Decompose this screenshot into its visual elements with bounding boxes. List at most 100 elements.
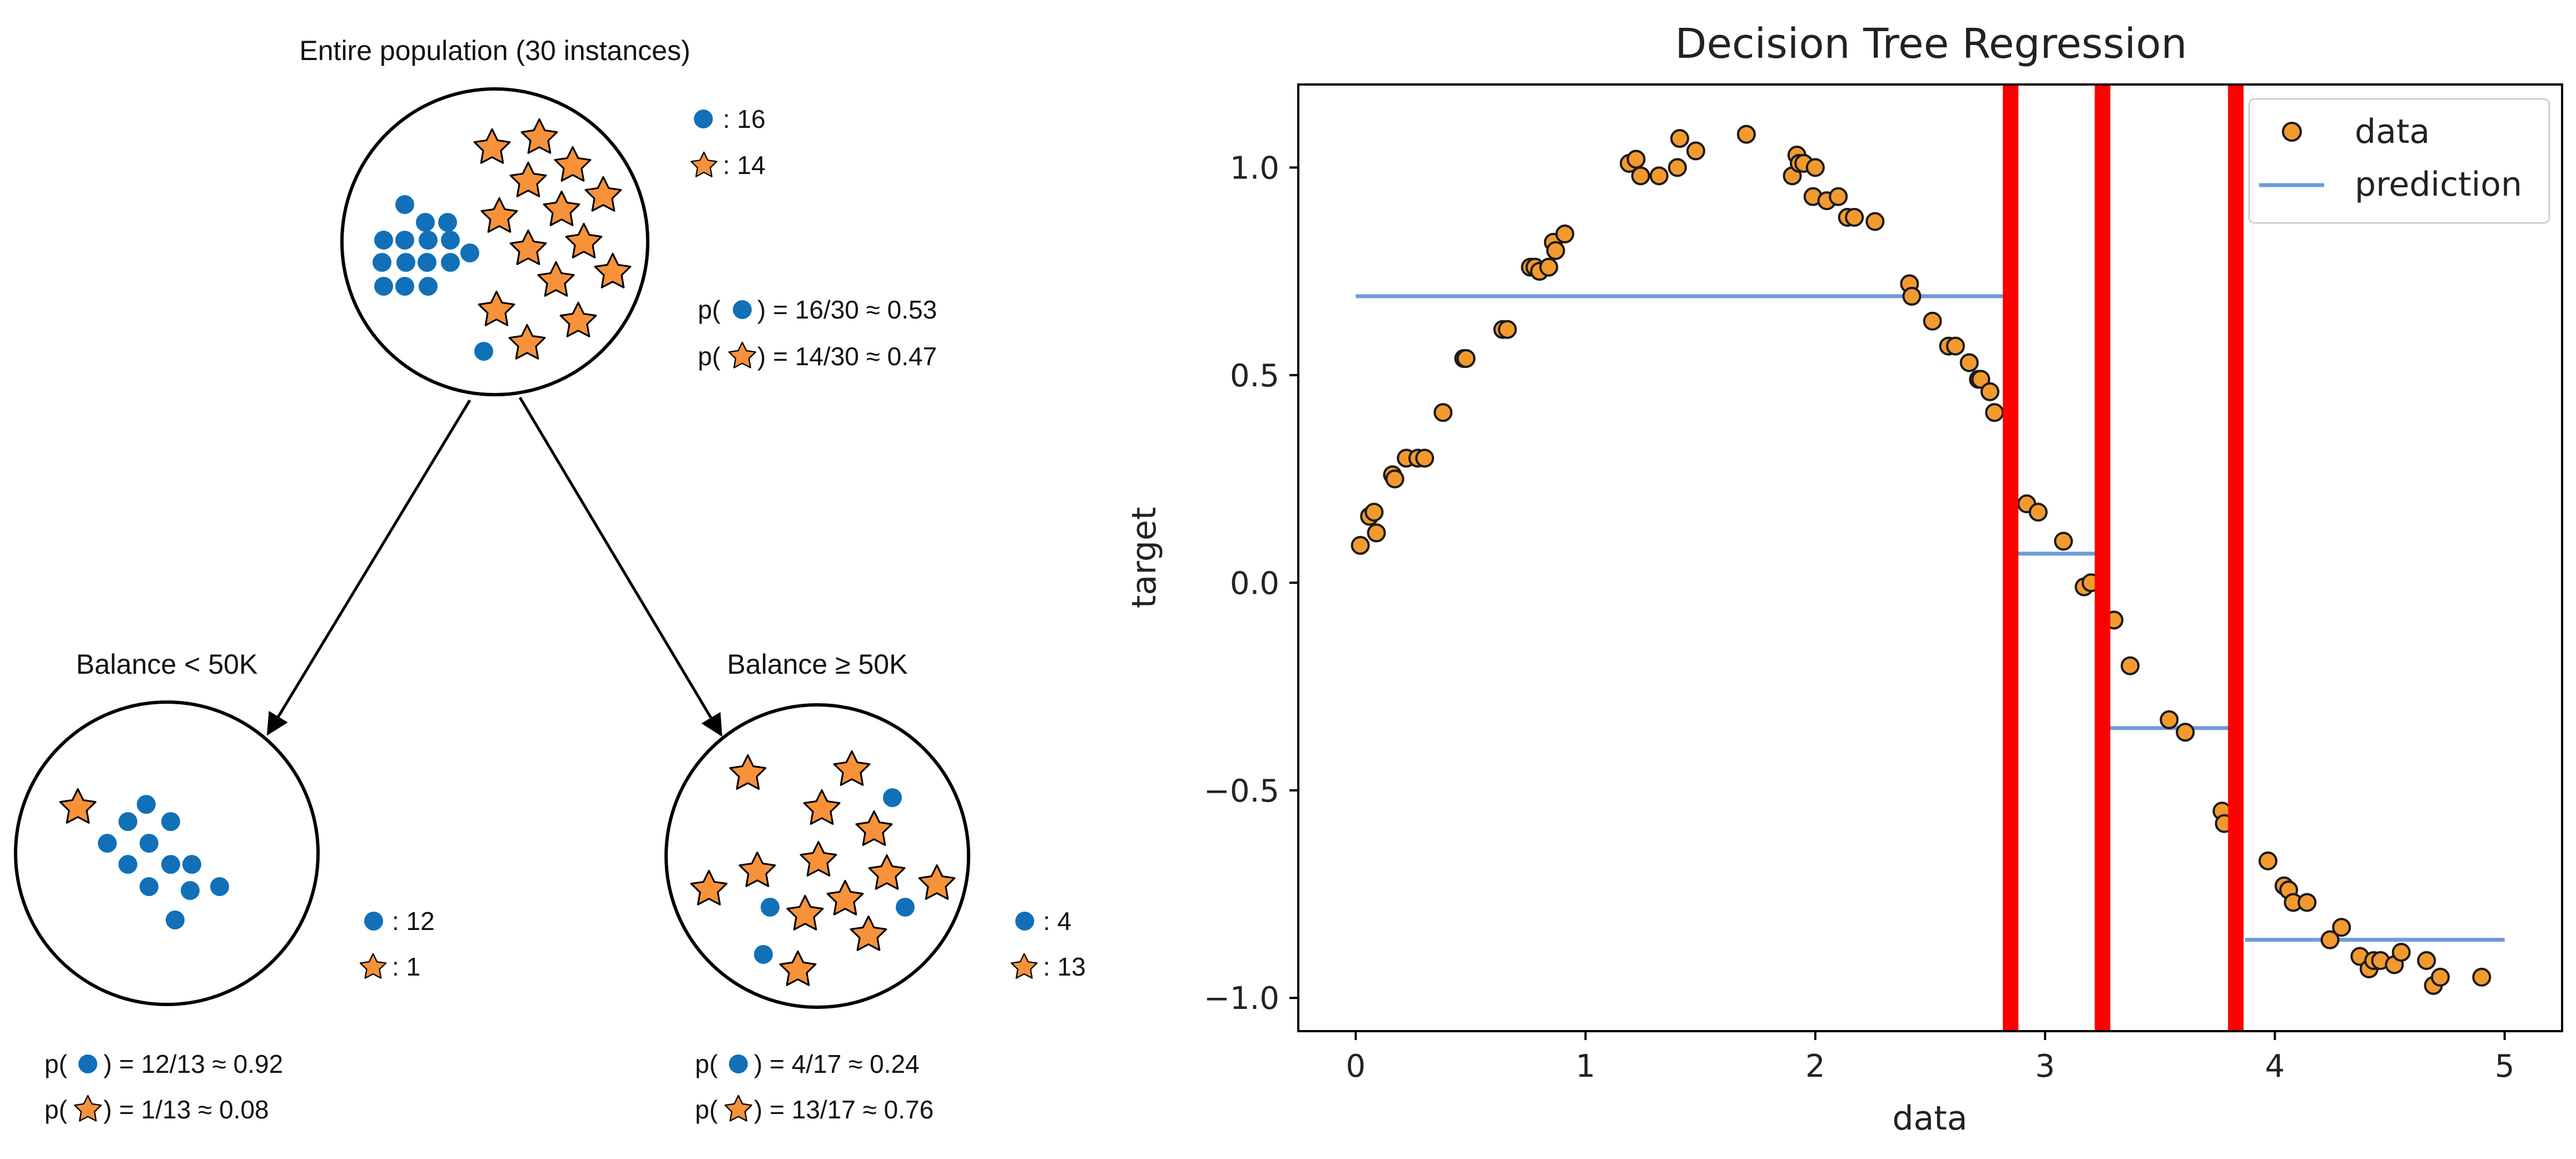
data-point bbox=[2054, 531, 2073, 551]
data-point bbox=[2332, 918, 2351, 937]
data-point bbox=[1649, 166, 1669, 186]
right-p-star-prefix: p( bbox=[695, 1095, 718, 1124]
y-tick-label: −0.5 bbox=[1204, 773, 1279, 809]
orange-star-icon bbox=[728, 341, 757, 369]
left-dots-group bbox=[98, 795, 229, 929]
root-node: Entire population (30 instances) : 16 : … bbox=[299, 35, 937, 396]
y-tick-label: 0.0 bbox=[1230, 565, 1279, 601]
blue-dot-icon bbox=[210, 877, 229, 896]
data-point bbox=[2391, 943, 2411, 962]
legend: data prediction bbox=[2248, 98, 2550, 224]
arrow-root-to-left bbox=[266, 399, 471, 736]
data-point bbox=[1631, 166, 1650, 186]
right-p-circle-prefix: p( bbox=[695, 1049, 718, 1078]
data-point bbox=[1546, 241, 1565, 260]
blue-dot-icon bbox=[896, 898, 915, 917]
root-dots-group bbox=[373, 195, 493, 361]
data-point bbox=[2121, 656, 2140, 675]
root-p-star-prefix: p( bbox=[698, 342, 721, 371]
data-point bbox=[2028, 503, 2048, 522]
blue-dot-icon bbox=[1015, 912, 1034, 931]
left-node: Balance < 50K : 12 : 1 p( ) = 12/13 ≈ 0.… bbox=[14, 649, 435, 1124]
blue-dot-icon bbox=[395, 231, 414, 250]
blue-dot-icon bbox=[474, 342, 493, 361]
blue-dot-icon bbox=[161, 812, 180, 831]
data-point bbox=[1415, 449, 1435, 468]
data-point bbox=[1971, 370, 1991, 389]
data-point bbox=[2176, 723, 2195, 742]
right-dots-group bbox=[754, 788, 915, 964]
left-node-circle bbox=[14, 700, 320, 1006]
blue-dot-icon bbox=[396, 253, 415, 272]
right-title: Balance ≥ 50K bbox=[727, 649, 908, 680]
blue-dot-icon bbox=[137, 795, 156, 814]
orange-star-icon bbox=[690, 151, 718, 177]
data-point bbox=[1865, 212, 1885, 231]
data-point bbox=[2430, 967, 2450, 987]
x-tick-label: 0 bbox=[1346, 1048, 1366, 1085]
blue-dot-icon bbox=[373, 253, 391, 272]
orange-star-icon bbox=[724, 1095, 753, 1122]
blue-dot-icon bbox=[761, 898, 780, 917]
data-point bbox=[1456, 349, 1476, 368]
data-point bbox=[1902, 286, 1922, 306]
left-title: Balance < 50K bbox=[76, 649, 258, 680]
y-tick-label: 1.0 bbox=[1230, 150, 1279, 186]
root-p-circle: ) = 16/30 ≈ 0.53 bbox=[757, 295, 937, 324]
data-point bbox=[1364, 503, 1384, 522]
x-tick-label: 4 bbox=[2265, 1048, 2285, 1085]
data-point bbox=[1555, 224, 1575, 243]
blue-dot-icon bbox=[374, 277, 393, 296]
right-p-star: ) = 13/17 ≈ 0.76 bbox=[754, 1095, 934, 1124]
blue-dot-icon bbox=[140, 834, 158, 853]
root-p-star: ) = 14/30 ≈ 0.47 bbox=[757, 342, 937, 371]
data-point bbox=[2259, 851, 2278, 871]
blue-dot-icon bbox=[166, 911, 185, 929]
blue-dot-icon bbox=[441, 253, 460, 272]
blue-dot-icon bbox=[729, 1054, 748, 1073]
blue-dot-icon bbox=[438, 213, 457, 232]
left-p-circle: ) = 12/13 ≈ 0.92 bbox=[103, 1049, 283, 1078]
data-point bbox=[2160, 710, 2179, 729]
root-star-count: : 14 bbox=[723, 151, 766, 180]
blue-dot-icon bbox=[181, 881, 200, 900]
blue-dot-icon bbox=[441, 231, 460, 250]
right-star-count: : 13 bbox=[1043, 952, 1086, 981]
left-p-star: ) = 1/13 ≈ 0.08 bbox=[103, 1095, 269, 1124]
orange-star-icon bbox=[359, 953, 387, 979]
data-point bbox=[1985, 403, 2004, 422]
plot-area bbox=[1351, 84, 2505, 1031]
x-tick-label: 3 bbox=[2035, 1048, 2055, 1085]
x-axis-label: data bbox=[1892, 1099, 1967, 1138]
blue-dot-icon bbox=[754, 945, 773, 964]
x-tick-label: 2 bbox=[1805, 1048, 1825, 1085]
data-point bbox=[1539, 257, 1558, 277]
right-circle-count: : 4 bbox=[1043, 907, 1071, 936]
data-point bbox=[1351, 536, 1370, 555]
right-p-circle: ) = 4/17 ≈ 0.24 bbox=[754, 1049, 920, 1078]
blue-dot-icon bbox=[374, 231, 393, 250]
data-point bbox=[1385, 469, 1404, 489]
left-p-star-prefix: p( bbox=[44, 1095, 68, 1124]
blue-dot-icon bbox=[694, 110, 713, 128]
data-point bbox=[2417, 951, 2436, 971]
data-point bbox=[1805, 158, 1825, 177]
x-axis-ticks: 0 1 2 3 4 5 bbox=[1346, 1031, 2515, 1085]
blue-dot-icon bbox=[395, 195, 414, 214]
legend-box bbox=[2248, 98, 2550, 224]
legend-prediction-label: prediction bbox=[2355, 165, 2522, 204]
data-point bbox=[1959, 353, 1979, 372]
blue-dot-icon bbox=[419, 231, 438, 250]
root-circle-count: : 16 bbox=[723, 105, 766, 133]
plot-frame bbox=[1297, 83, 2563, 1032]
left-p-circle-prefix: p( bbox=[44, 1049, 68, 1078]
blue-dot-icon bbox=[78, 1054, 97, 1073]
data-point bbox=[1433, 403, 1453, 422]
blue-dot-icon bbox=[416, 213, 435, 232]
y-axis-label: target bbox=[1125, 507, 1164, 608]
data-point bbox=[1667, 158, 1687, 177]
orange-star-icon bbox=[1010, 953, 1038, 979]
data-point bbox=[1923, 311, 1942, 331]
data-point bbox=[1736, 125, 1756, 144]
data-point bbox=[1670, 129, 1690, 148]
